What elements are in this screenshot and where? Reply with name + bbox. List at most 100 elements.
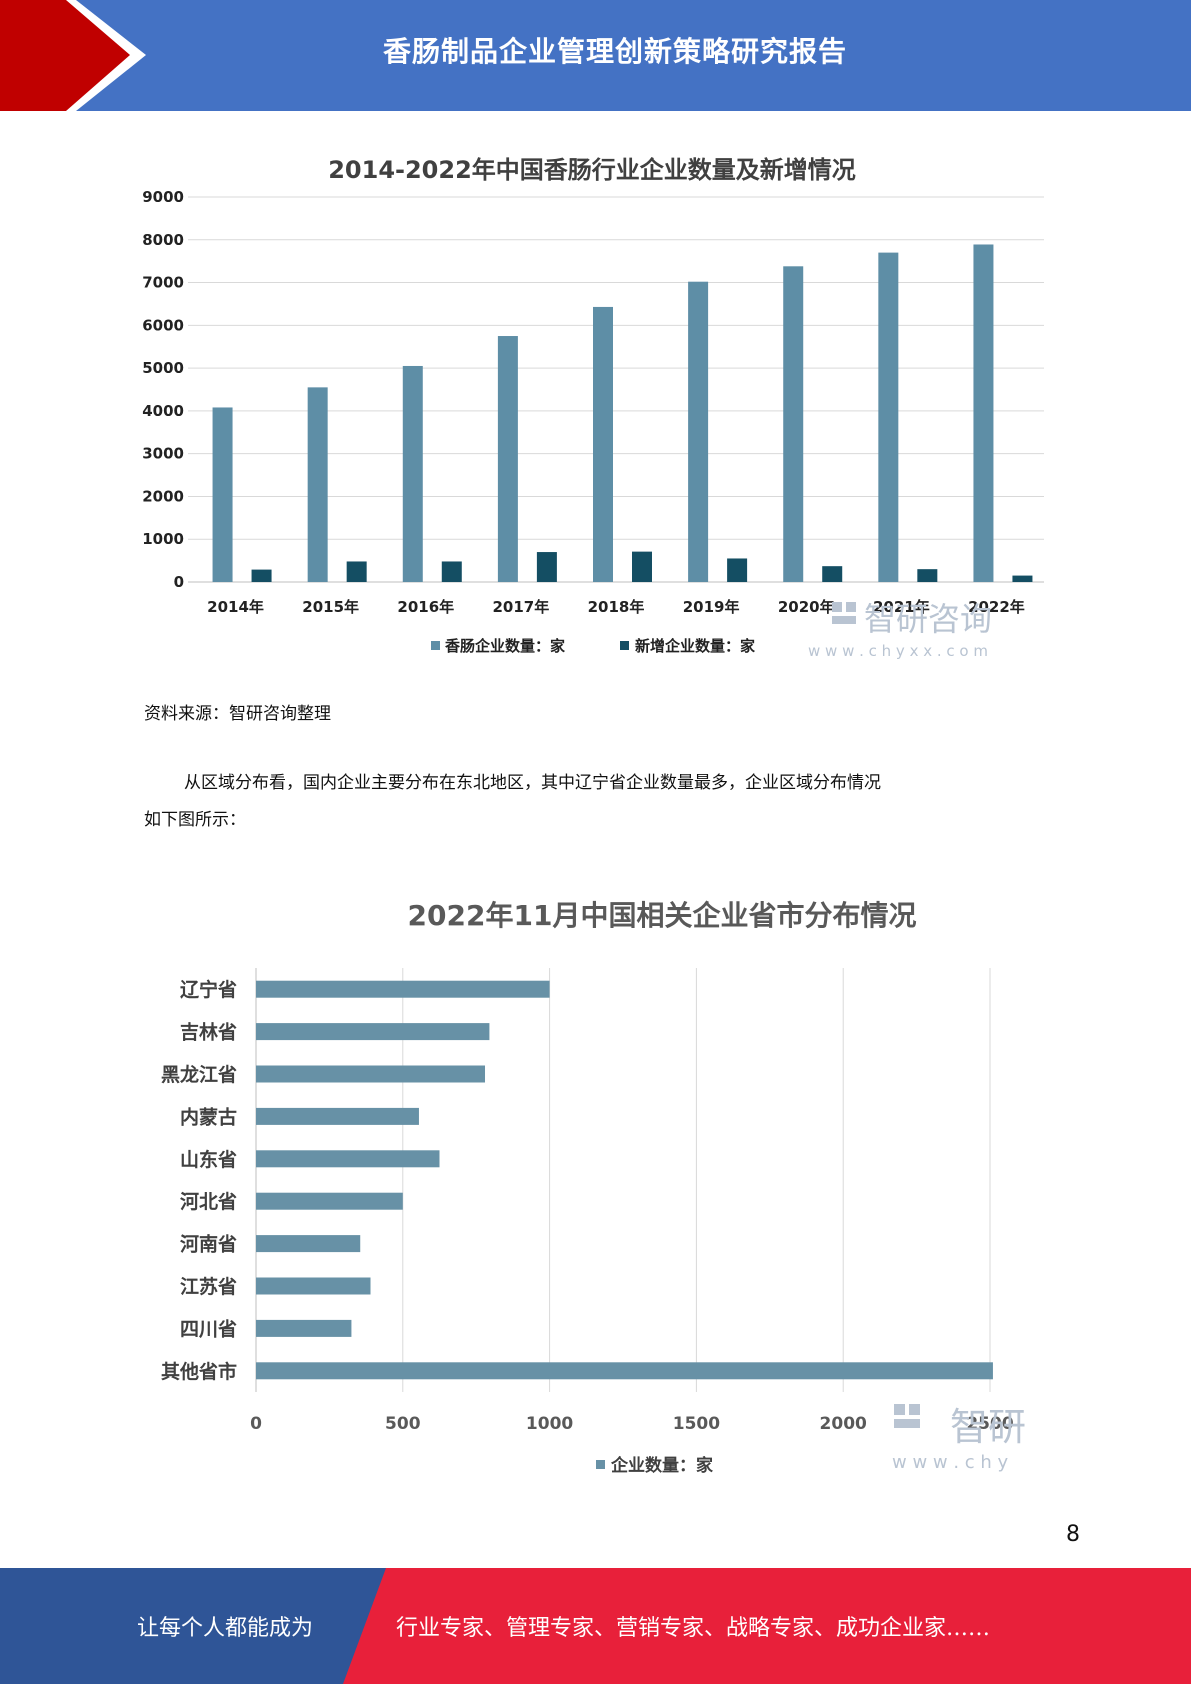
bar-new-2020年: [822, 566, 843, 582]
bar-其他省市: [256, 1362, 993, 1380]
footer-slogan-right: 行业专家、管理专家、营销专家、战略专家、成功企业家……: [396, 1616, 991, 1641]
y-category-label: 河北省: [180, 1191, 237, 1213]
bar-new-2019年: [727, 558, 748, 582]
bar-河北省: [256, 1192, 403, 1210]
bar-new-2015年: [346, 561, 367, 582]
bar-total-2018年: [593, 306, 613, 582]
chart-enterprise-count: 2014-2022年中国香肠行业企业数量及新增情况 0 1000 2000 3000 4…: [142, 156, 1044, 660]
report-title: 香肠制品企业管理创新策略研究报告: [382, 35, 847, 68]
x-tick-label: 0: [250, 1414, 262, 1434]
legend-swatch-new: [620, 641, 629, 650]
watermark-logo-icon: [894, 1404, 905, 1415]
x-tick-label: 2016年: [397, 598, 454, 616]
y-category-label: 其他省市: [161, 1360, 237, 1383]
y-tick-label: 7000: [142, 274, 184, 292]
x-tick-label: 2020年: [778, 598, 835, 616]
bar-江苏省: [256, 1277, 371, 1295]
bar-new-2017年: [536, 552, 557, 582]
footer-slogan-left: 让每个人都能成为: [136, 1616, 313, 1641]
x-tick-label: 2019年: [683, 598, 740, 616]
chart1-watermark: 智研咨询 w w w . c h y x x . c o m: [808, 600, 992, 660]
header-arrow-decoration: [0, 0, 146, 111]
chart2-bars: [256, 980, 993, 1380]
watermark-brand: 智研: [950, 1405, 1026, 1449]
x-tick-label: 1000: [526, 1414, 573, 1434]
x-tick-label: 2017年: [493, 598, 550, 616]
bar-四川省: [256, 1319, 352, 1337]
bar-内蒙古: [256, 1107, 419, 1125]
body-paragraph-line2: 如下图所示：: [144, 810, 246, 830]
x-tick-label: 2018年: [588, 598, 645, 616]
bar-new-2018年: [632, 551, 652, 582]
y-tick-label: 6000: [142, 316, 184, 334]
chart1-legend: 香肠企业数量：家 新增企业数量：家: [431, 637, 755, 655]
chart1-title: 2014-2022年中国香肠行业企业数量及新增情况: [328, 156, 856, 184]
y-category-label: 黑龙江省: [161, 1063, 237, 1086]
chart2-legend: 企业数量：家: [596, 1455, 713, 1476]
source-note: 资料来源：智研咨询整理: [144, 704, 331, 724]
y-tick-label: 5000: [142, 359, 184, 377]
bar-total-2020年: [783, 266, 804, 582]
bar-total-2014年: [212, 407, 233, 582]
footer-slant-decoration: [0, 1568, 386, 1684]
x-tick-label: 2015年: [302, 598, 359, 616]
page-header: 香肠制品企业管理创新策略研究报告: [0, 0, 1191, 111]
chart2-watermark: 智研 w w w . c h y: [892, 1404, 1026, 1473]
y-category-label: 辽宁省: [180, 978, 237, 1001]
y-category-label: 山东省: [180, 1148, 237, 1171]
bar-new-2021年: [917, 569, 938, 582]
y-tick-label: 3000: [142, 445, 184, 463]
y-category-label: 吉林省: [180, 1021, 237, 1044]
watermark-brand: 智研咨询: [864, 600, 992, 638]
legend-swatch-total: [431, 641, 440, 650]
bar-total-2022年: [973, 244, 994, 582]
chart2-x-axis: 0 500 1000 1500 2000 2500: [250, 1414, 1014, 1434]
page-footer: 让每个人都能成为 行业专家、管理专家、营销专家、战略专家、成功企业家……: [0, 1568, 1191, 1684]
x-tick-label: 500: [385, 1414, 421, 1434]
chart-province-distribution: 2022年11月中国相关企业省市分布情况 辽宁省吉林省黑龙江省内蒙古山东省河北省…: [161, 899, 1026, 1476]
x-tick-label: 1500: [673, 1414, 720, 1434]
x-tick-label: 2500: [966, 1414, 1013, 1434]
y-tick-label: 1000: [142, 530, 184, 548]
bar-辽宁省: [256, 980, 550, 998]
chart1-bars: [212, 244, 1033, 582]
x-tick-label: 2022年: [968, 598, 1025, 616]
y-tick-label: 4000: [142, 402, 184, 420]
y-tick-label: 8000: [142, 231, 184, 249]
x-tick-label: 2000: [820, 1414, 867, 1434]
bar-黑龙江省: [256, 1065, 486, 1083]
bar-total-2017年: [497, 336, 518, 582]
x-tick-label: 2021年: [873, 598, 930, 616]
y-category-label: 江苏省: [180, 1275, 237, 1298]
bar-total-2021年: [878, 252, 899, 582]
x-tick-label: 2014年: [207, 598, 264, 616]
bar-total-2016年: [402, 365, 423, 582]
legend-swatch-count: [596, 1460, 605, 1469]
y-tick-label: 9000: [142, 188, 184, 206]
bar-河南省: [256, 1235, 361, 1253]
page-number: 8: [1066, 1522, 1080, 1547]
y-tick-label: 2000: [142, 487, 184, 505]
bar-new-2014年: [251, 569, 272, 582]
bar-吉林省: [256, 1023, 490, 1041]
y-tick-label: 0: [174, 573, 184, 591]
y-category-label: 河南省: [180, 1234, 237, 1256]
watermark-url: w w w . c h y: [892, 1452, 1009, 1473]
legend-label-count: 企业数量：家: [610, 1455, 713, 1476]
body-paragraph-line1: 从区域分布看，国内企业主要分布在东北地区，其中辽宁省企业数量最多，企业区域分布情…: [184, 773, 881, 793]
bar-山东省: [256, 1150, 440, 1168]
y-category-label: 四川省: [180, 1318, 237, 1340]
y-category-label: 内蒙古: [180, 1105, 237, 1128]
bar-new-2022年: [1012, 575, 1033, 582]
bar-total-2019年: [688, 281, 709, 582]
bar-new-2016年: [441, 561, 462, 582]
chart2-title: 2022年11月中国相关企业省市分布情况: [408, 899, 917, 932]
chart1-x-axis: 2014年 2015年 2016年 2017年 2018年 2019年 2020年 2021年…: [207, 598, 1025, 616]
legend-label-total: 香肠企业数量：家: [445, 637, 565, 655]
watermark-logo-icon: [832, 602, 842, 612]
legend-label-new: 新增企业数量：家: [635, 637, 755, 655]
chart1-gridlines: [188, 196, 1044, 583]
chart1-y-axis: 0 1000 2000 3000 4000 5000 6000 7000 8000 9000: [142, 188, 184, 591]
watermark-url: w w w . c h y x x . c o m: [808, 642, 988, 660]
